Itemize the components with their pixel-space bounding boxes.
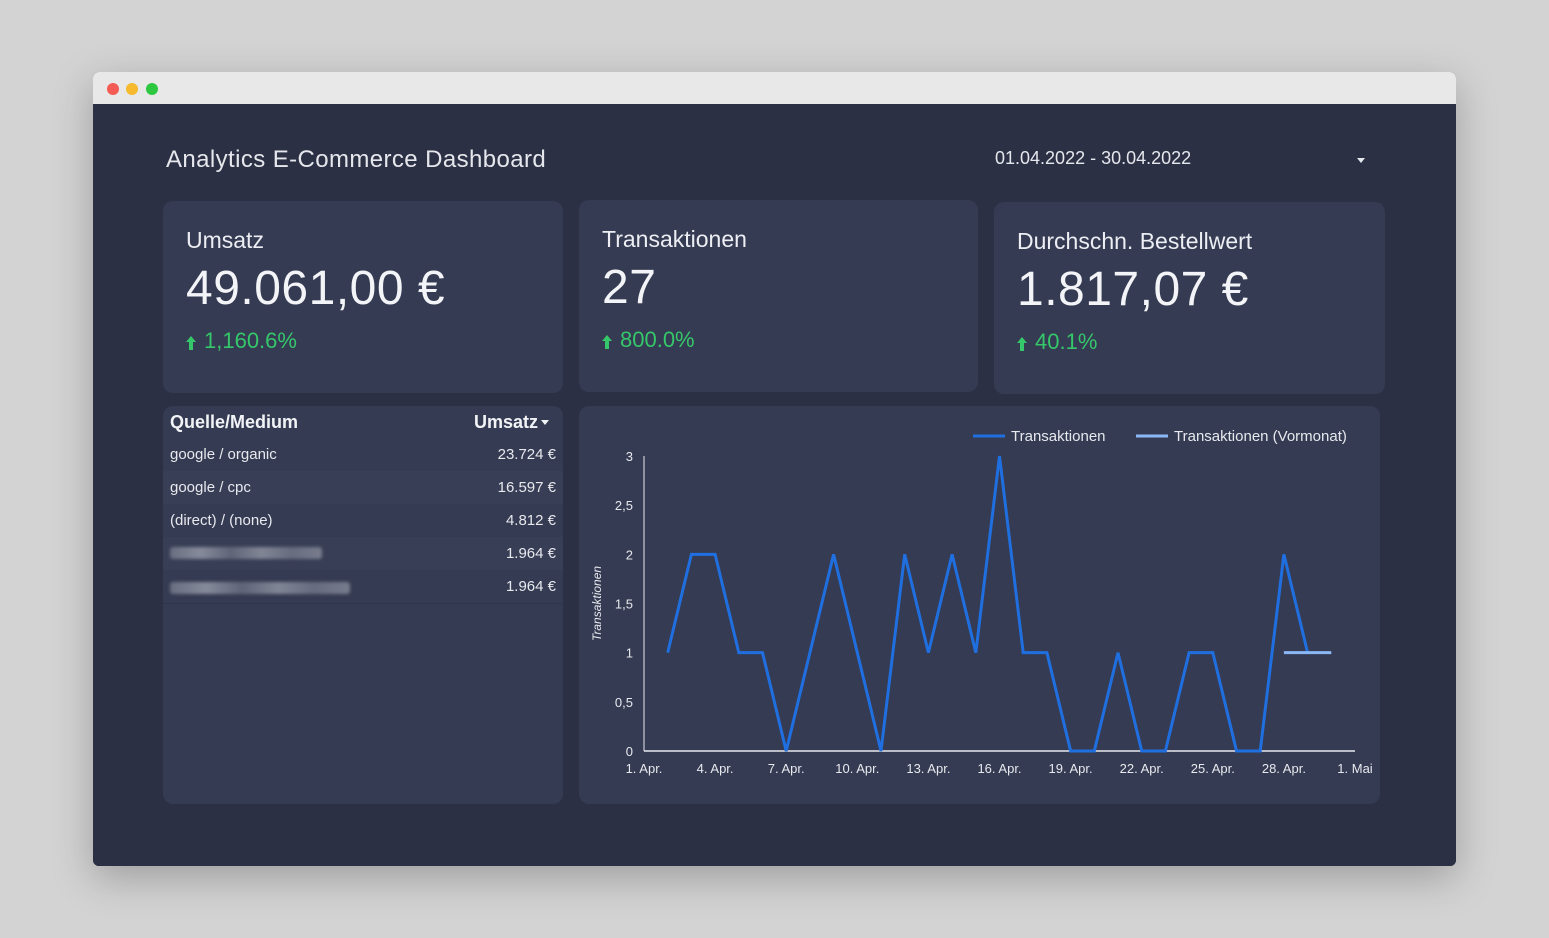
column-header-revenue[interactable]: Umsatz xyxy=(473,412,538,432)
dashboard: Analytics E-Commerce Dashboard 01.04.202… xyxy=(93,104,1456,866)
date-range-picker[interactable]: 01.04.2022 - 30.04.2022 xyxy=(995,148,1375,178)
redacted-source xyxy=(170,547,322,559)
table-row[interactable]: 1.964 € xyxy=(163,537,563,571)
redacted-source xyxy=(170,582,350,594)
x-tick-label: 25. Apr. xyxy=(1191,761,1235,776)
window-titlebar xyxy=(93,72,1456,104)
arrow-up-icon xyxy=(602,335,612,349)
arrow-up-icon xyxy=(186,336,196,350)
x-tick-label: 19. Apr. xyxy=(1049,761,1093,776)
row-source: google / organic xyxy=(170,446,277,463)
y-tick-label: 2 xyxy=(626,547,633,562)
x-tick-label: 16. Apr. xyxy=(977,761,1021,776)
row-revenue: 23.724 € xyxy=(497,446,556,463)
x-tick-label: 28. Apr. xyxy=(1262,761,1306,776)
x-tick-label: 22. Apr. xyxy=(1120,761,1164,776)
y-axis-label: Transaktionen xyxy=(590,566,604,641)
close-window-icon[interactable] xyxy=(107,83,119,95)
y-tick-label: 1,5 xyxy=(615,597,633,612)
table-header: Quelle/Medium Umsatz xyxy=(163,406,563,438)
y-tick-label: 0,5 xyxy=(615,695,633,710)
browser-window: Analytics E-Commerce Dashboard 01.04.202… xyxy=(93,72,1456,866)
page-title: Analytics E-Commerce Dashboard xyxy=(166,146,547,173)
transactions-chart-card: 0 0,5 1 1,5 2 2,5 3 1. Apr. 4. Apr. 7. Apr. 10. Ap… xyxy=(579,406,1380,804)
x-tick-label: 7. Apr. xyxy=(768,761,805,776)
kpi-label: Transaktionen xyxy=(602,226,747,252)
transactions-line-chart: 0 0,5 1 1,5 2 2,5 3 1. Apr. 4. Apr. 7. Apr. 10. Ap… xyxy=(590,428,1373,776)
kpi-card-revenue: Umsatz 49.061,00 € 1,160.6% xyxy=(163,201,563,393)
y-tick-label: 2,5 xyxy=(615,498,633,513)
table-row[interactable]: 1.964 € xyxy=(163,570,563,604)
kpi-change: 40.1% xyxy=(1017,329,1097,355)
maximize-window-icon[interactable] xyxy=(146,83,158,95)
kpi-card-avg-order-value: Durchschn. Bestellwert 1.817,07 € 40.1% xyxy=(994,202,1385,394)
column-header-source[interactable]: Quelle/Medium xyxy=(170,412,299,432)
table-row[interactable]: google / cpc 16.597 € xyxy=(163,471,563,505)
kpi-change: 1,160.6% xyxy=(186,328,297,354)
sort-desc-icon[interactable] xyxy=(541,420,549,425)
row-revenue: 4.812 € xyxy=(505,512,556,529)
kpi-value: 27 xyxy=(602,261,657,314)
kpi-change-value: 800.0% xyxy=(620,327,695,352)
y-tick-label: 1 xyxy=(626,646,633,661)
y-tick-label: 0 xyxy=(626,744,633,759)
legend-label: Transaktionen (Vormonat) xyxy=(1174,428,1347,445)
kpi-change: 800.0% xyxy=(602,327,695,353)
row-revenue: 1.964 € xyxy=(505,545,556,562)
kpi-card-transactions: Transaktionen 27 800.0% xyxy=(579,200,978,392)
row-revenue: 1.964 € xyxy=(505,578,556,595)
x-tick-label: 10. Apr. xyxy=(835,761,879,776)
table-row[interactable]: google / organic 23.724 € xyxy=(163,438,563,472)
x-tick-label: 4. Apr. xyxy=(697,761,734,776)
arrow-up-icon xyxy=(1017,337,1027,351)
kpi-label: Umsatz xyxy=(186,227,264,253)
source-medium-table: Quelle/Medium Umsatz google / organic 23… xyxy=(163,406,563,804)
kpi-value: 1.817,07 € xyxy=(1017,263,1249,316)
kpi-label: Durchschn. Bestellwert xyxy=(1017,228,1253,254)
x-tick-label: 1. Apr. xyxy=(626,761,663,776)
y-tick-label: 3 xyxy=(626,449,633,464)
chevron-down-icon[interactable] xyxy=(1357,158,1365,163)
row-revenue: 16.597 € xyxy=(497,479,556,496)
series-line-transactions xyxy=(666,455,1310,753)
date-range-value: 01.04.2022 - 30.04.2022 xyxy=(995,148,1192,168)
minimize-window-icon[interactable] xyxy=(126,83,138,95)
table-row[interactable]: (direct) / (none) 4.812 € xyxy=(163,504,563,538)
row-source: google / cpc xyxy=(170,479,251,496)
kpi-change-value: 1,160.6% xyxy=(204,328,297,353)
x-tick-label: 1. Mai xyxy=(1337,761,1373,776)
x-tick-label: 13. Apr. xyxy=(906,761,950,776)
legend-label: Transaktionen xyxy=(1011,428,1106,445)
kpi-value: 49.061,00 € xyxy=(186,262,446,315)
kpi-change-value: 40.1% xyxy=(1035,329,1098,354)
row-source: (direct) / (none) xyxy=(170,512,273,529)
